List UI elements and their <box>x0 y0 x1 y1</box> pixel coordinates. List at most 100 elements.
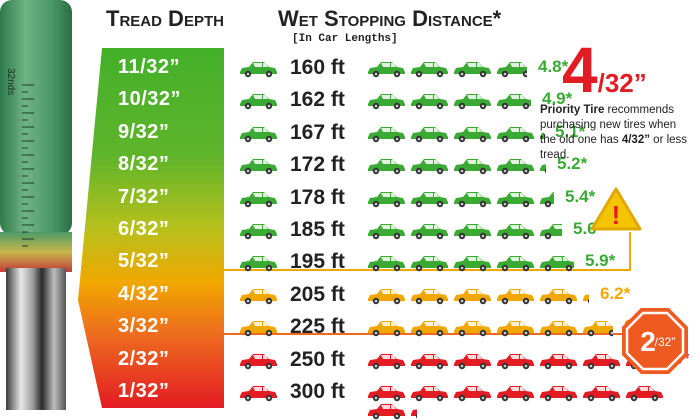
car-length-icon <box>497 288 534 304</box>
tread-row: 2/32”250 ft7.6* <box>0 346 700 378</box>
car-length-icon <box>240 94 277 110</box>
tread-row: 5/32” 195 ft 5.9* <box>0 248 700 280</box>
car-length-icon <box>583 321 613 337</box>
car-length-icon <box>368 62 405 78</box>
car-length-icon <box>411 409 417 419</box>
stop-sign-unit: /32” <box>655 335 676 349</box>
car-length-icon <box>240 62 277 78</box>
tread-depth-value: 9/32” <box>118 120 170 143</box>
car-length-icon <box>497 224 534 240</box>
car-length-icon <box>411 126 448 142</box>
tread-depth-value: 10/32” <box>118 88 182 111</box>
lead-car <box>238 92 281 110</box>
car-length-icon <box>583 386 620 402</box>
car-length-icon <box>497 321 534 337</box>
car-lengths-value: 5.1* <box>555 121 586 141</box>
car-lengths-value: 5.4* <box>565 186 596 206</box>
stopping-distance: 225 ft <box>290 315 345 339</box>
brand-name: Priority Tire <box>540 104 605 116</box>
stopping-distance: 162 ft <box>290 88 345 112</box>
stopping-distance: 178 ft <box>290 185 345 209</box>
stop-sign-icon: 2 /32” <box>622 308 688 374</box>
car-length-icon <box>368 386 405 402</box>
stop-sign-number: 2 <box>640 326 656 357</box>
car-length-icon <box>540 386 577 402</box>
car-length-icon <box>368 126 405 142</box>
car-length-icon <box>240 191 277 207</box>
car-length-icon <box>368 256 405 272</box>
car-length-icon <box>540 321 577 337</box>
lead-car <box>238 222 281 240</box>
lead-car <box>238 287 281 305</box>
lead-car <box>238 60 281 78</box>
car-length-icon <box>454 386 491 402</box>
car-lengths-bar <box>366 352 651 370</box>
car-length-icon <box>368 191 405 207</box>
car-length-icon <box>411 94 448 110</box>
car-lengths-bar <box>366 190 557 208</box>
lead-car <box>238 157 281 175</box>
car-length-icon <box>454 353 491 369</box>
car-lengths-bar <box>366 125 547 143</box>
stopping-distance: 195 ft <box>290 250 345 274</box>
tread-depth-gauge: 32nds <box>0 0 72 410</box>
car-length-icon <box>240 386 277 402</box>
depth-color-band <box>78 48 224 408</box>
car-length-icon <box>583 353 620 369</box>
car-length-icon <box>411 159 448 175</box>
car-lengths-bar <box>366 319 616 337</box>
tread-row: 9/32” 167 ft 5.1* <box>0 119 700 151</box>
car-lengths-value: 4.9* <box>542 89 573 109</box>
recommendation-note: Priority Tire recommends purchasing new … <box>540 103 690 163</box>
stopping-distance: 300 ft <box>290 380 345 403</box>
car-lengths-bar <box>366 60 530 78</box>
note-emphasis: 4/32” <box>621 134 650 146</box>
tread-row: 1/32”300 ft9.2* <box>0 378 700 420</box>
car-length-icon <box>368 224 405 240</box>
car-length-icon <box>411 288 448 304</box>
car-length-icon <box>240 321 277 337</box>
car-length-icon <box>540 224 562 240</box>
recommend-threshold-line <box>218 232 631 271</box>
car-length-icon <box>411 191 448 207</box>
tread-row: 7/32” 178 ft 5.4* <box>0 184 700 216</box>
car-length-icon <box>368 353 405 369</box>
car-lengths-value: 4.8* <box>538 57 569 76</box>
car-length-icon <box>454 94 491 110</box>
car-length-icon <box>454 126 491 142</box>
stopping-distance: 167 ft <box>290 120 345 144</box>
stopping-distance: 205 ft <box>290 282 345 306</box>
tread-row: 10/32” 162 ft 4.9* <box>0 86 700 118</box>
lead-car <box>238 190 281 208</box>
car-lengths-value: 5.9* <box>585 251 616 271</box>
tread-depth-value: 11/32” <box>118 56 180 78</box>
car-length-icon <box>540 132 544 139</box>
car-length-icon <box>454 191 491 207</box>
car-length-icon <box>497 159 534 175</box>
car-length-icon <box>540 256 574 272</box>
car-lengths-bar <box>366 384 700 420</box>
car-length-icon <box>497 353 534 369</box>
car-lengths-subheader: [In Car Lengths] <box>292 33 398 45</box>
car-length-icon <box>497 386 534 402</box>
lead-car <box>238 125 281 143</box>
car-lengths-value: 5.2* <box>557 154 588 174</box>
car-length-icon <box>368 288 405 304</box>
car-lengths-bar <box>366 287 592 305</box>
car-lengths-bar <box>366 157 549 175</box>
car-length-icon <box>368 321 405 337</box>
tread-row: 11/32” 160 ft 4.8* <box>0 54 700 86</box>
car-length-icon <box>540 353 577 369</box>
tread-depth-value: 1/32” <box>118 380 170 402</box>
car-lengths-bar <box>366 254 577 272</box>
car-length-icon <box>540 288 577 304</box>
stopping-distance: 172 ft <box>290 153 345 177</box>
car-length-icon <box>454 62 491 78</box>
warning-symbol: ! <box>612 200 621 230</box>
car-length-icon <box>411 321 448 337</box>
car-length-icon <box>626 386 663 402</box>
car-length-icon <box>368 94 405 110</box>
car-length-icon <box>497 62 527 78</box>
lead-car <box>238 254 281 272</box>
recommended-depth-number: 4 <box>562 34 598 106</box>
